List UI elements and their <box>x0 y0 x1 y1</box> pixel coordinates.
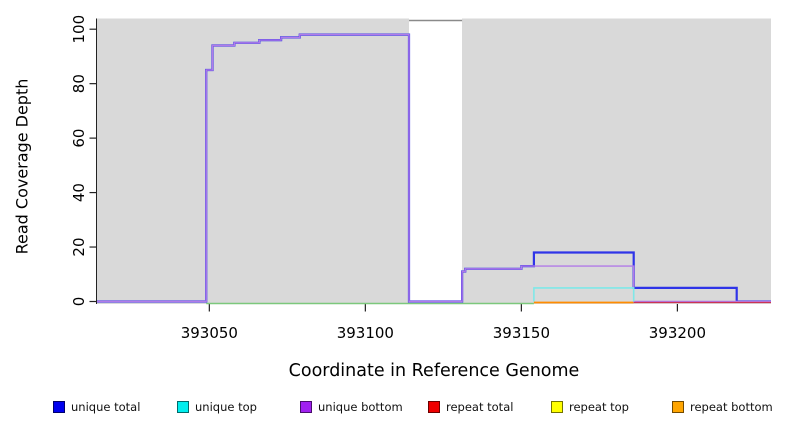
legend-item-repeat-top: repeat top <box>551 400 629 414</box>
legend-label-unique-total: unique total <box>71 400 141 414</box>
legend-swatch-unique-total <box>53 401 65 413</box>
legend-swatch-repeat-total <box>428 401 440 413</box>
y-tick-label: 0 <box>70 297 88 307</box>
series-line-unique-bottom <box>97 33 771 303</box>
y-tick-label: 80 <box>70 74 88 93</box>
legend-item-unique-total: unique total <box>53 400 140 414</box>
legend-swatch-unique-bottom <box>300 401 312 413</box>
legend-swatch-repeat-top <box>551 401 563 413</box>
series-line-unique-top <box>533 287 635 302</box>
plot-background-region <box>462 18 771 304</box>
legend-item-unique-top: unique top <box>177 400 257 414</box>
legend-label-repeat-bottom: repeat bottom <box>690 400 773 414</box>
legend: unique total unique top unique bottom repea… <box>0 400 792 416</box>
legend-item-repeat-total: repeat total <box>428 400 513 414</box>
x-tick-label: 393200 <box>649 324 706 342</box>
y-tick-label: 100 <box>70 15 88 44</box>
legend-item-unique-bottom: unique bottom <box>300 400 403 414</box>
x-tick-label: 393050 <box>181 324 238 342</box>
legend-label-repeat-total: repeat total <box>446 400 514 414</box>
legend-label-unique-top: unique top <box>195 400 257 414</box>
legend-item-repeat-bottom: repeat bottom <box>672 400 773 414</box>
y-tick-label: 40 <box>70 183 88 202</box>
legend-swatch-repeat-bottom <box>672 401 684 413</box>
y-tick-label: 20 <box>70 237 88 256</box>
x-axis-title: Coordinate in Reference Genome <box>288 361 580 381</box>
legend-label-unique-bottom: unique bottom <box>318 400 403 414</box>
legend-label-repeat-top: repeat top <box>569 400 629 414</box>
x-tick-label: 393150 <box>493 324 550 342</box>
y-tick-label: 60 <box>70 129 88 148</box>
plot-background-region <box>97 18 410 304</box>
legend-swatch-unique-top <box>177 401 189 413</box>
x-tick-label: 393100 <box>337 324 394 342</box>
y-axis-title: Read Coverage Depth <box>12 78 32 255</box>
